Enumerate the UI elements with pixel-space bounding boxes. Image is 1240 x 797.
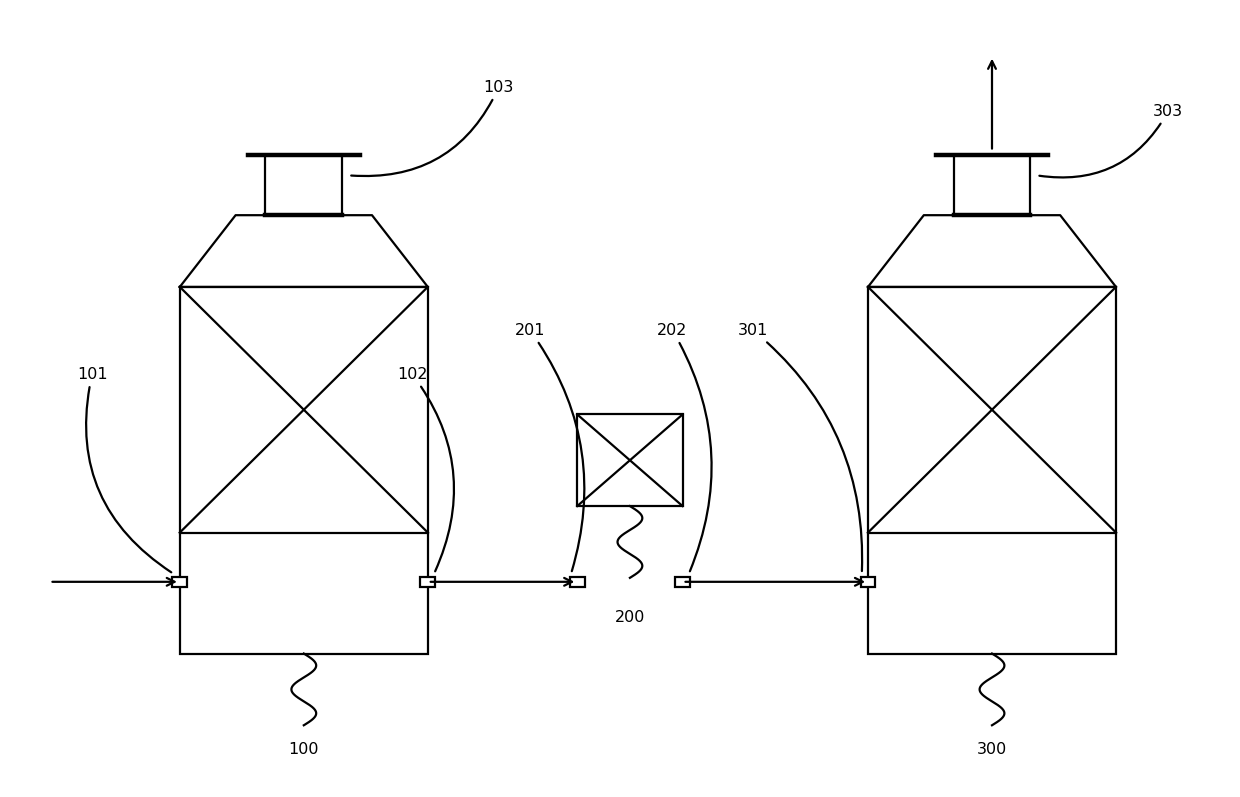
Text: 201: 201 (515, 323, 584, 571)
Bar (420, 577, 435, 587)
Text: 103: 103 (351, 80, 513, 176)
Text: 101: 101 (77, 367, 171, 572)
Bar (569, 577, 585, 587)
Bar (861, 577, 875, 587)
Text: 300: 300 (977, 742, 1007, 756)
Bar (675, 577, 689, 587)
Bar (868, 287, 1116, 654)
Text: 202: 202 (657, 323, 712, 571)
Text: 102: 102 (397, 367, 454, 571)
Bar (180, 287, 428, 654)
Text: 301: 301 (738, 323, 862, 571)
Bar (578, 414, 682, 506)
Text: 200: 200 (615, 611, 645, 625)
Text: 303: 303 (1039, 104, 1183, 178)
Text: 100: 100 (289, 742, 319, 756)
Bar (172, 577, 187, 587)
